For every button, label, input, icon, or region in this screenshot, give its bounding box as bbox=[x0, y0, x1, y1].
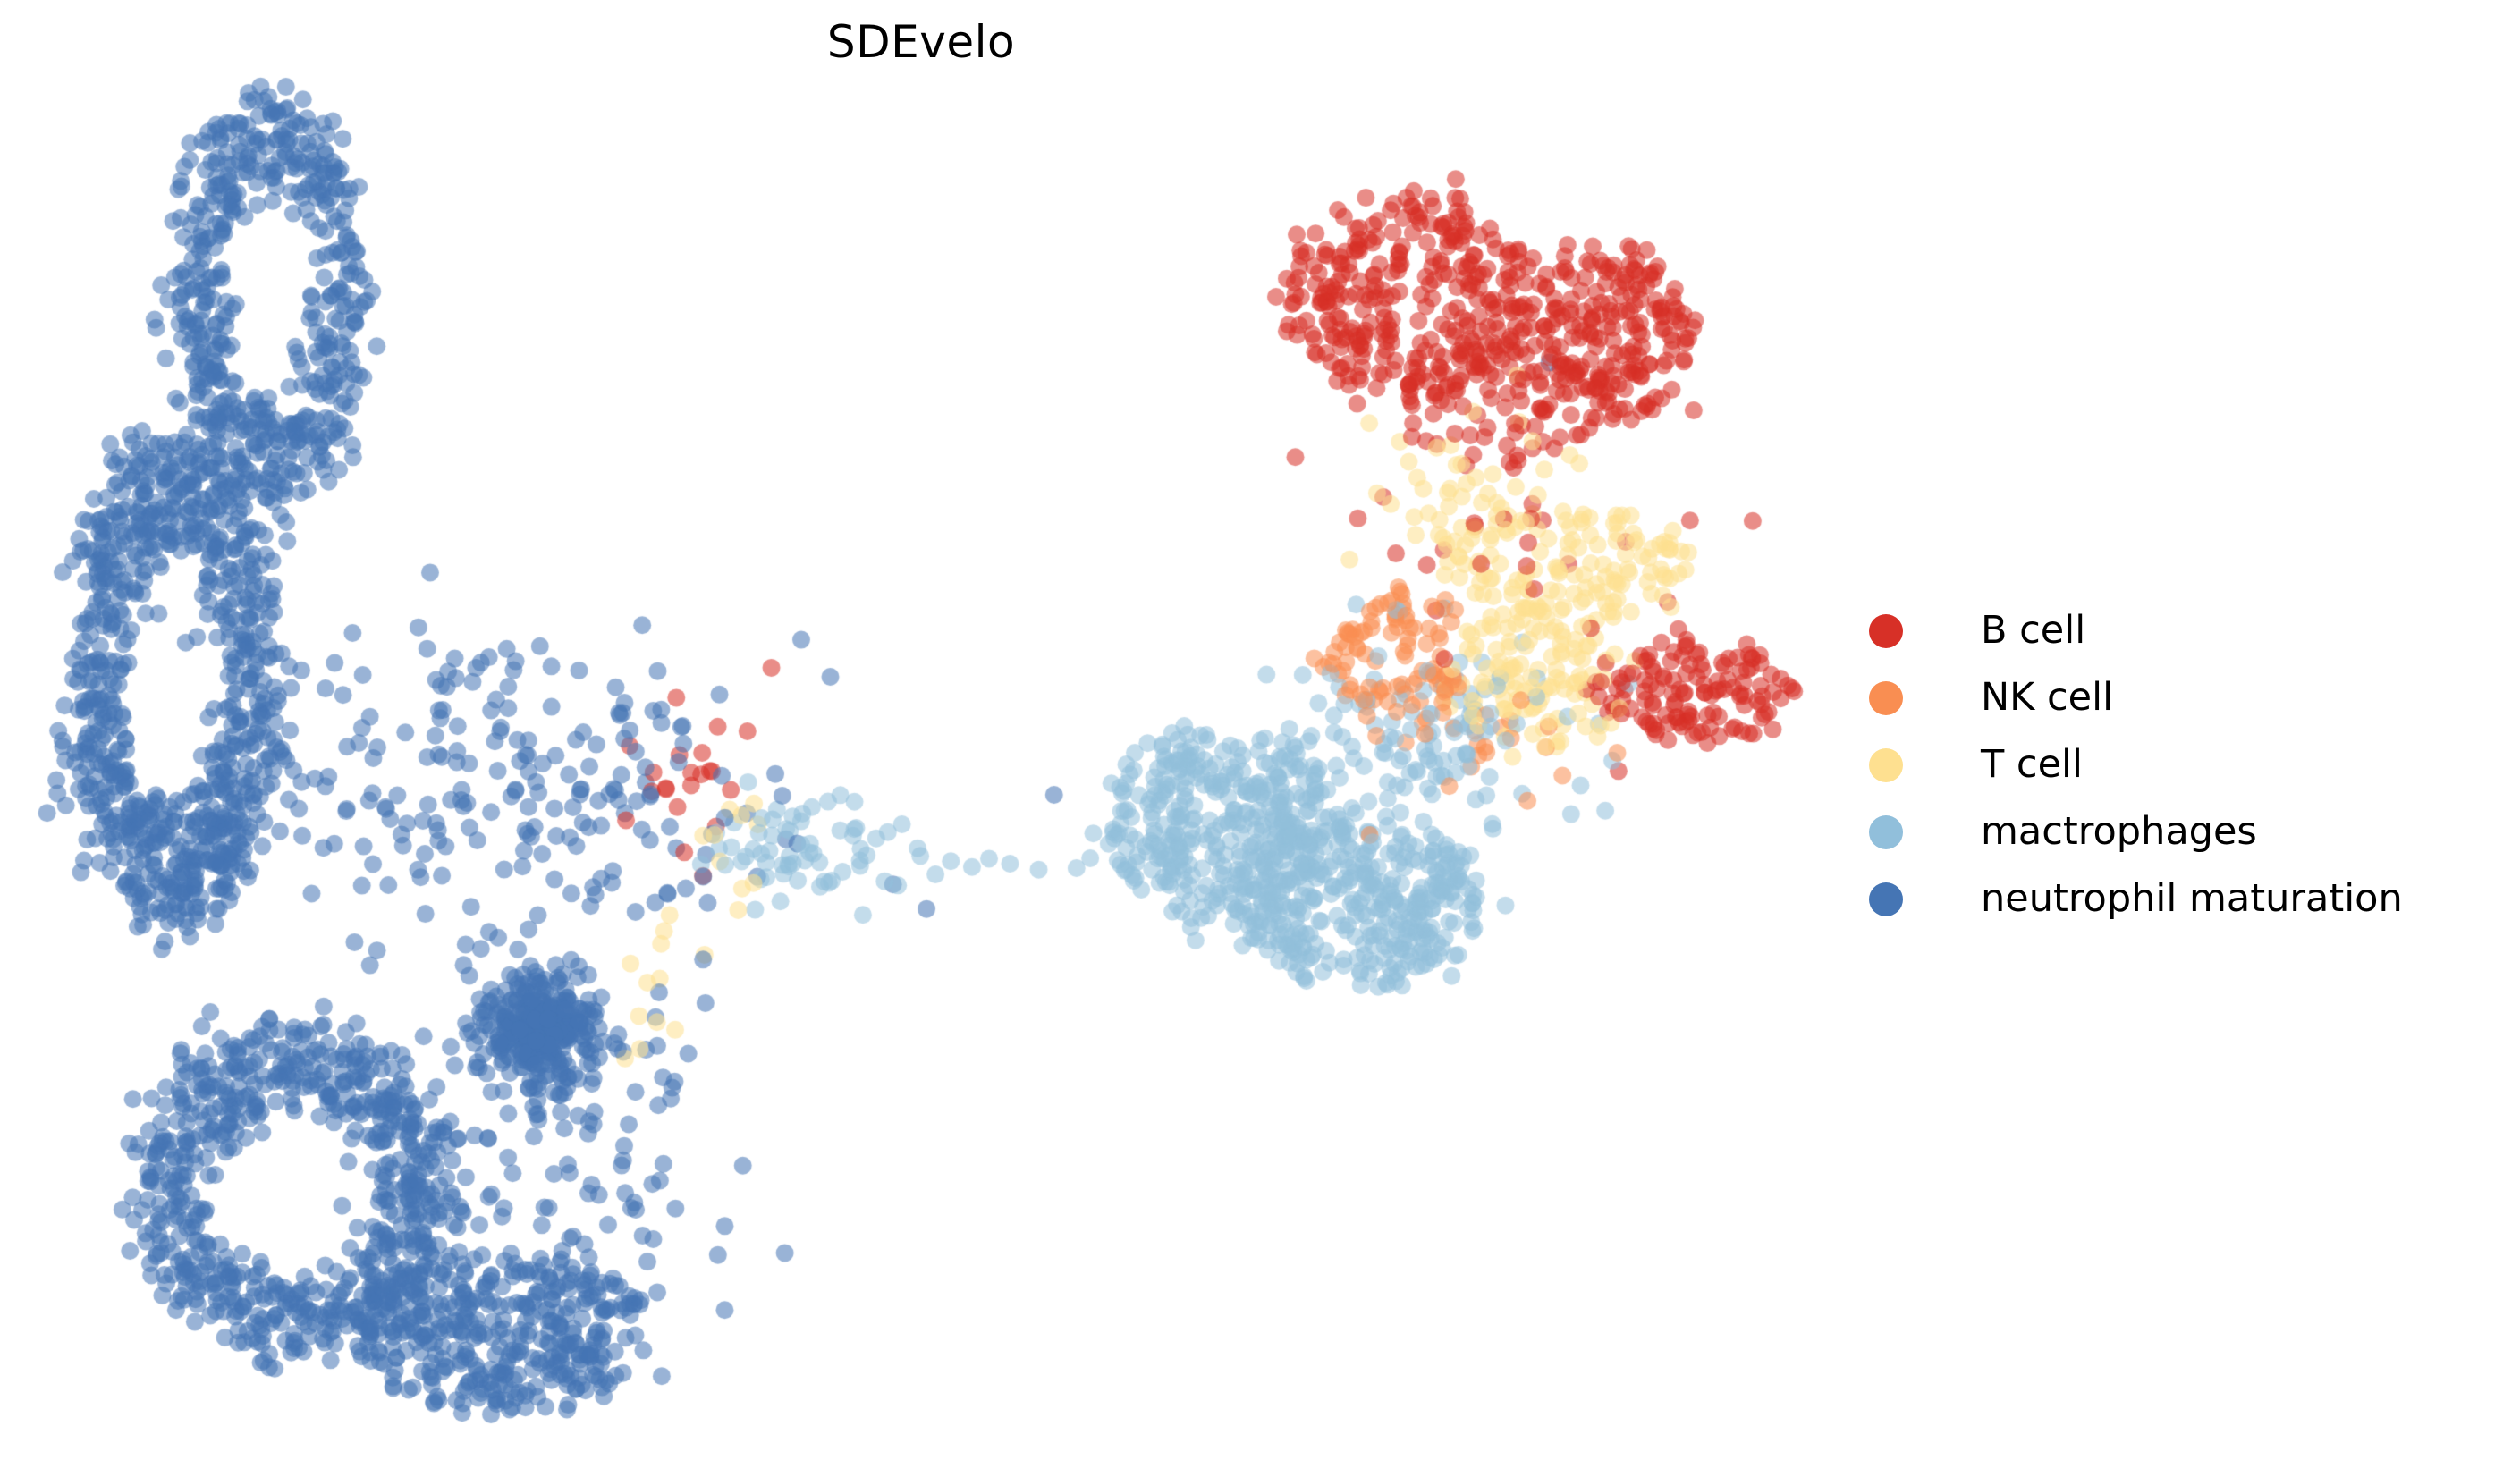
legend-item-nk-cell[interactable]: NK cell bbox=[1869, 664, 2495, 731]
legend-swatch-icon bbox=[1869, 814, 1903, 849]
legend-item-mactrophages[interactable]: mactrophages bbox=[1869, 798, 2495, 865]
legend-item-neutrophil-maturation[interactable]: neutrophil maturation bbox=[1869, 865, 2495, 933]
legend-swatch-icon bbox=[1869, 613, 1903, 648]
legend-item-b-cell[interactable]: B cell bbox=[1869, 597, 2495, 664]
legend-item-label: B cell bbox=[1981, 608, 2086, 653]
legend-item-t-cell[interactable]: T cell bbox=[1869, 731, 2495, 798]
legend: B cell NK cell T cell mactrophages neutr… bbox=[1869, 597, 2495, 933]
legend-item-label: T cell bbox=[1981, 742, 2083, 787]
legend-item-label: mactrophages bbox=[1981, 809, 2257, 854]
legend-swatch-icon bbox=[1869, 747, 1903, 782]
legend-item-label: neutrophil maturation bbox=[1981, 876, 2403, 921]
legend-swatch-icon bbox=[1869, 882, 1903, 916]
legend-item-label: NK cell bbox=[1981, 675, 2114, 720]
legend-swatch-icon bbox=[1869, 680, 1903, 715]
